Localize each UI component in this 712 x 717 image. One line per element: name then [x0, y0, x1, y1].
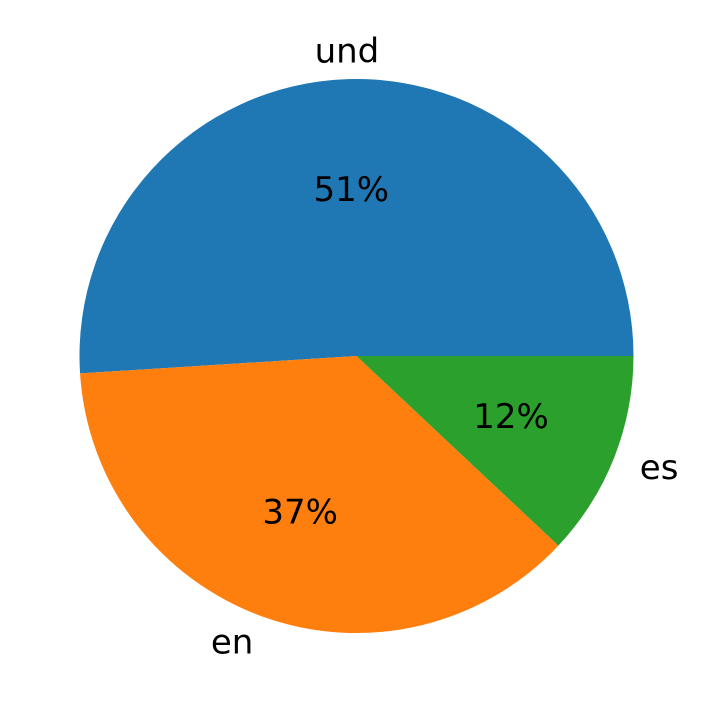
- pie-category-label-es: es: [640, 448, 679, 488]
- pie-category-label-en: en: [211, 623, 253, 663]
- pie-slice-und: [79, 78, 634, 374]
- pie-percent-label-und: 51%: [313, 170, 389, 210]
- pie-slices: [79, 78, 634, 633]
- pie-slice-es: [356, 356, 634, 546]
- pie-category-label-und: und: [315, 31, 380, 71]
- pie-percent-label-es: 12%: [473, 397, 549, 437]
- pie-percent-label-en: 37%: [262, 492, 338, 532]
- pie-category-labels: und en es: [211, 31, 679, 662]
- pie-percent-labels: 51% 37% 12%: [262, 170, 548, 532]
- pie-slice-en: [80, 356, 559, 633]
